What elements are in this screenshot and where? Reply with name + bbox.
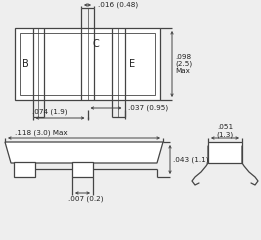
Text: .118 (3.0) Max: .118 (3.0) Max xyxy=(15,130,68,136)
Polygon shape xyxy=(5,142,163,163)
Text: .051
(1.3): .051 (1.3) xyxy=(216,124,234,138)
Text: .016 (0.48): .016 (0.48) xyxy=(98,2,138,8)
Bar xyxy=(208,142,242,163)
Text: .007 (0.2): .007 (0.2) xyxy=(68,196,104,202)
Bar xyxy=(72,162,93,177)
Text: .037 (0.95): .037 (0.95) xyxy=(128,105,169,111)
Bar xyxy=(20,33,155,95)
Text: E: E xyxy=(129,59,135,69)
Text: .043 (1.1): .043 (1.1) xyxy=(173,156,209,163)
Text: B: B xyxy=(22,59,28,69)
Text: C: C xyxy=(92,39,99,49)
Text: .098
(2.5)
Max: .098 (2.5) Max xyxy=(175,54,192,74)
Text: .074 (1.9): .074 (1.9) xyxy=(33,109,68,115)
Bar xyxy=(14,162,35,177)
Bar xyxy=(15,28,160,100)
